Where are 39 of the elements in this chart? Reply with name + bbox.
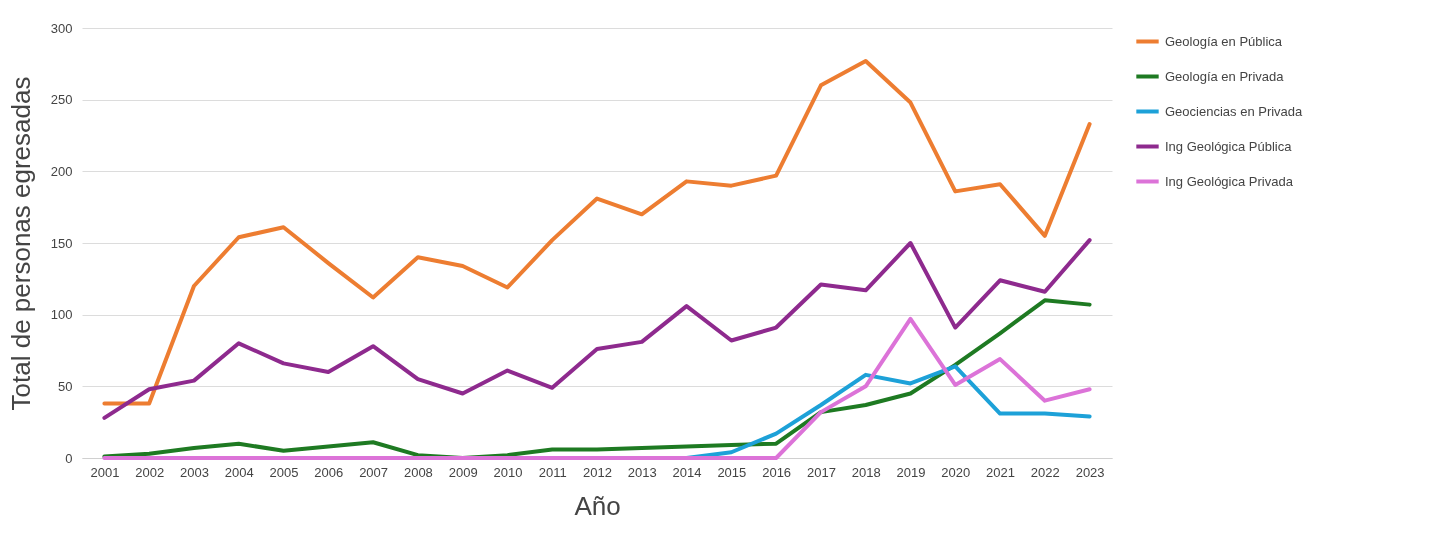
line-series xyxy=(102,238,1092,420)
x-tick-label: 2004 xyxy=(224,464,254,480)
y-tick-label: 0 xyxy=(65,450,73,466)
line-series xyxy=(102,58,1092,406)
legend-label: Geología en Pública xyxy=(1165,33,1283,49)
x-axis-title: Año xyxy=(574,490,621,521)
x-tick-label: 2002 xyxy=(135,464,165,480)
x-tick-label: 2009 xyxy=(448,464,478,480)
x-tick-label: 2006 xyxy=(314,464,344,480)
y-tick-label: 100 xyxy=(50,307,73,323)
y-tick-label: 300 xyxy=(50,20,73,36)
legend-label: Ing Geológica Privada xyxy=(1165,173,1294,189)
x-tick-label: 2016 xyxy=(762,464,792,480)
x-tick-label: 2017 xyxy=(806,464,836,480)
y-tick-label: 150 xyxy=(50,235,73,251)
x-tick-label: 2021 xyxy=(986,464,1015,480)
legend-label: Ing Geológica Pública xyxy=(1165,138,1293,154)
y-tick-label: 50 xyxy=(58,378,73,394)
x-tick-label: 2015 xyxy=(717,464,747,480)
legend-label: Geociencias en Privada xyxy=(1165,103,1304,119)
x-tick-label: 2022 xyxy=(1030,464,1060,480)
y-axis-title: Total de personas egresadas xyxy=(5,76,36,411)
x-tick-label: 2019 xyxy=(896,464,926,480)
x-tick-label: 2003 xyxy=(180,464,209,480)
x-tick-label: 2012 xyxy=(583,464,612,480)
x-tick-label: 2008 xyxy=(403,464,433,480)
x-tick-label: 2001 xyxy=(90,464,120,480)
x-tick-label: 2020 xyxy=(941,464,971,480)
y-tick-label: 200 xyxy=(50,163,73,179)
x-tick-label: 2005 xyxy=(269,464,299,480)
x-tick-label: 2018 xyxy=(851,464,881,480)
x-tick-label: 2013 xyxy=(627,464,657,480)
x-tick-label: 2023 xyxy=(1075,464,1105,480)
y-tick-label: 250 xyxy=(50,92,73,108)
x-tick-label: 2014 xyxy=(672,464,702,480)
legend-label: Geología en Privada xyxy=(1165,68,1285,84)
x-tick-label: 2007 xyxy=(359,464,389,480)
x-tick-label: 2010 xyxy=(493,464,523,480)
x-tick-label: 2011 xyxy=(538,464,567,480)
